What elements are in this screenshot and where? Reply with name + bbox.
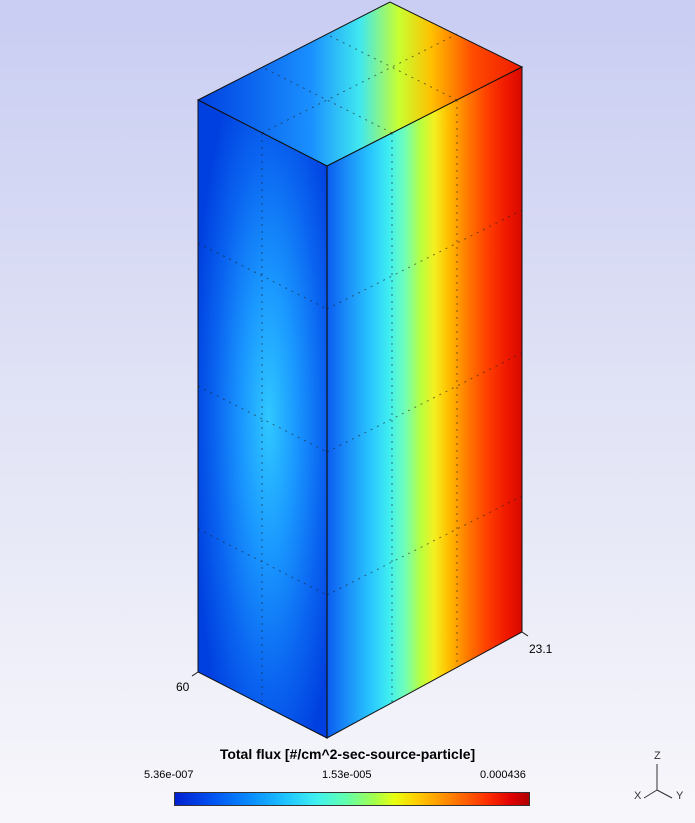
legend-title: Total flux [#/cm^2-sec-source-particle]	[219, 746, 476, 762]
legend-tick-mid: 1.53e-005	[322, 769, 372, 781]
axis-triad-icon: Z X Y	[632, 748, 692, 808]
axis-tick-label-231: 23.1	[529, 642, 553, 656]
right-face	[326, 66, 523, 739]
triad-y-label: Y	[676, 790, 684, 802]
left-face-grid	[197, 133, 328, 705]
triad-x-label: X	[634, 790, 642, 802]
top-face-grid	[261, 33, 458, 134]
triad-z-label: Z	[654, 750, 661, 762]
legend-colorbar	[174, 792, 530, 806]
axis-tick-label-60: 60	[176, 680, 190, 694]
legend-tick-min: 5.36e-007	[144, 769, 194, 781]
right-face-grid	[326, 100, 523, 703]
legend-tick-max: 0.000436	[480, 769, 526, 781]
tick-mark-231	[521, 631, 529, 637]
left-face	[197, 99, 328, 739]
tick-mark-60	[191, 671, 199, 677]
